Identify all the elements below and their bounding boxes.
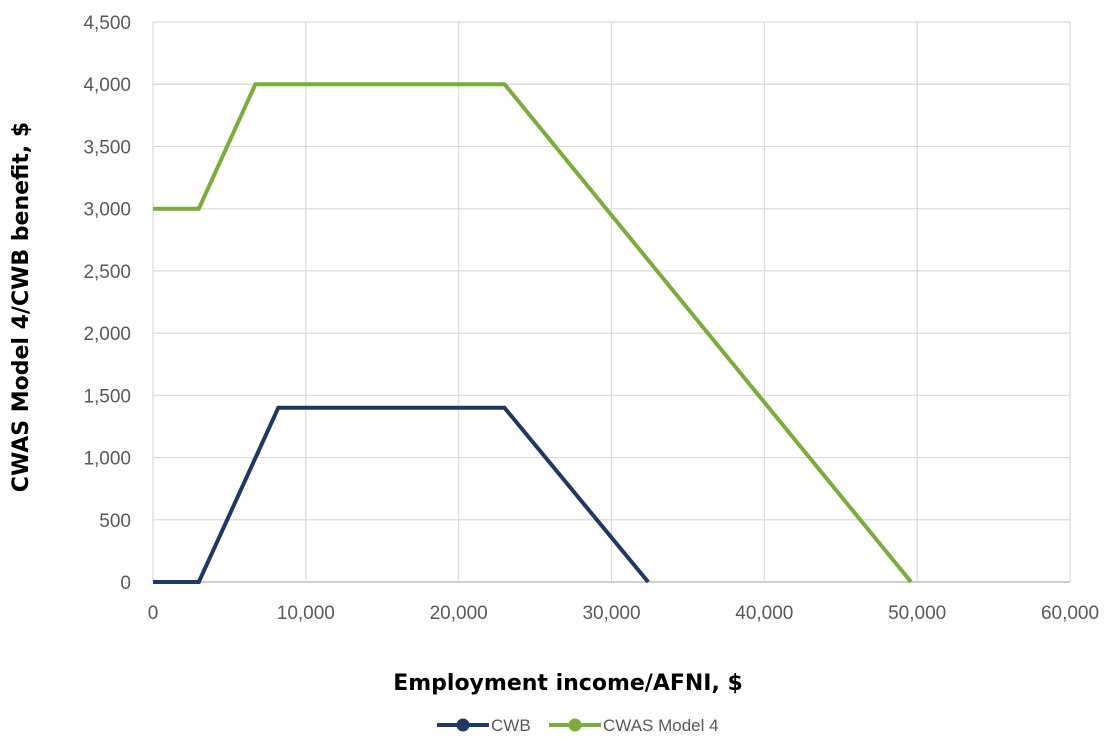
legend-label: CWAS Model 4 [603, 716, 719, 735]
x-axis-ticks: 0 10,000 20,000 30,000 40,000 50,000 60,000 [148, 603, 1099, 624]
y-tick-label: 4,000 [83, 75, 131, 96]
legend-entry: CWAS Model 4 [549, 716, 719, 735]
legend: CWB CWAS Model 4 [437, 716, 719, 735]
y-tick-label: 4,500 [83, 13, 131, 34]
x-tick-label: 50,000 [888, 603, 946, 624]
y-tick-label: 3,500 [83, 137, 131, 158]
legend-label: CWB [491, 716, 531, 735]
y-tick-label: 2,000 [83, 324, 131, 345]
series-line-cwas-model-4 [153, 82, 913, 584]
y-tick-label: 500 [99, 511, 131, 532]
legend-marker [456, 718, 470, 732]
y-axis-title: CWAS Model 4/CWB benefit, $ [9, 122, 34, 492]
x-tick-label: 30,000 [582, 603, 640, 624]
x-tick-label: 40,000 [735, 603, 793, 624]
y-tick-label: 1,000 [83, 449, 131, 470]
grid-lines [152, 21, 1071, 583]
y-tick-label: 1,500 [83, 386, 131, 407]
x-axis-title: Employment income/AFNI, $ [393, 671, 743, 696]
x-tick-label: 10,000 [277, 603, 335, 624]
y-axis-ticks: 0 500 1,000 1,500 2,000 2,500 3,000 3,500 4,000 4… [83, 13, 131, 594]
y-tick-label: 2,500 [83, 262, 131, 283]
x-tick-label: 60,000 [1041, 603, 1099, 624]
legend-marker [568, 718, 582, 732]
series-line-cwb [153, 405, 650, 584]
x-tick-label: 20,000 [430, 603, 488, 624]
y-tick-label: 0 [120, 573, 131, 594]
y-tick-label: 3,000 [83, 200, 131, 221]
x-tick-label: 0 [148, 603, 159, 624]
legend-entry: CWB [437, 716, 531, 735]
series-lines [153, 82, 913, 584]
